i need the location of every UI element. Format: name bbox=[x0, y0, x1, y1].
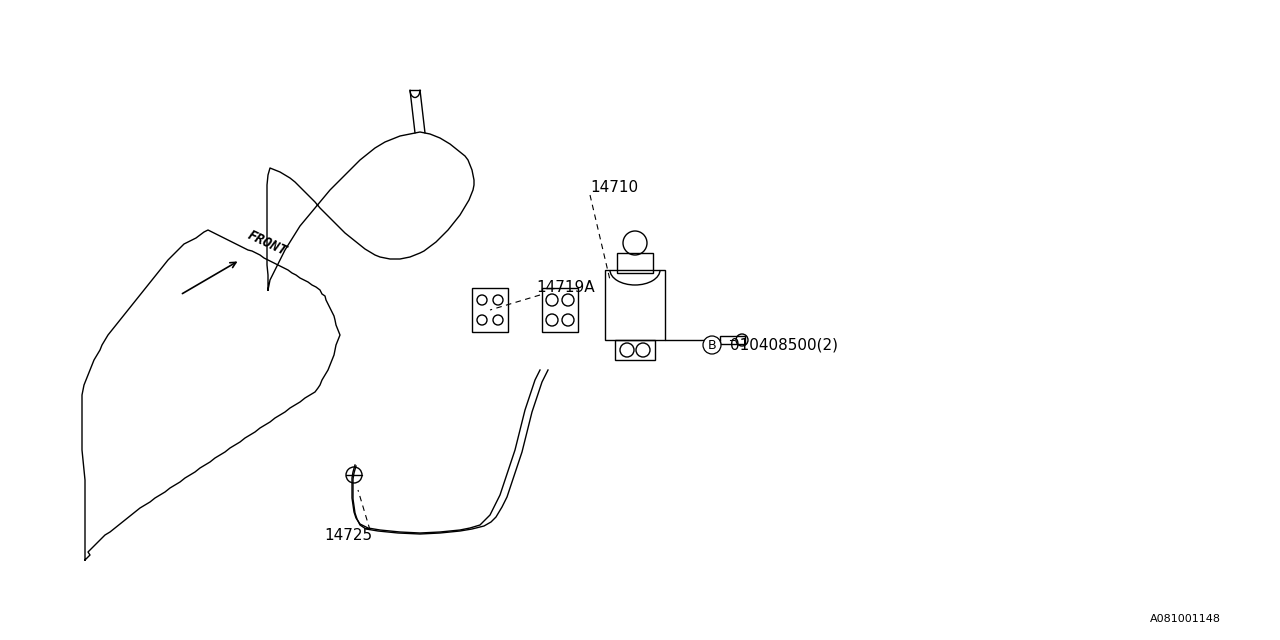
Text: A081001148: A081001148 bbox=[1149, 614, 1221, 624]
Text: 14719A: 14719A bbox=[536, 280, 595, 295]
Text: FRONT: FRONT bbox=[244, 228, 289, 258]
Text: B: B bbox=[708, 339, 717, 351]
Text: 14725: 14725 bbox=[324, 528, 372, 543]
Text: 14710: 14710 bbox=[590, 180, 639, 195]
Text: 010408500(2): 010408500(2) bbox=[730, 337, 838, 353]
